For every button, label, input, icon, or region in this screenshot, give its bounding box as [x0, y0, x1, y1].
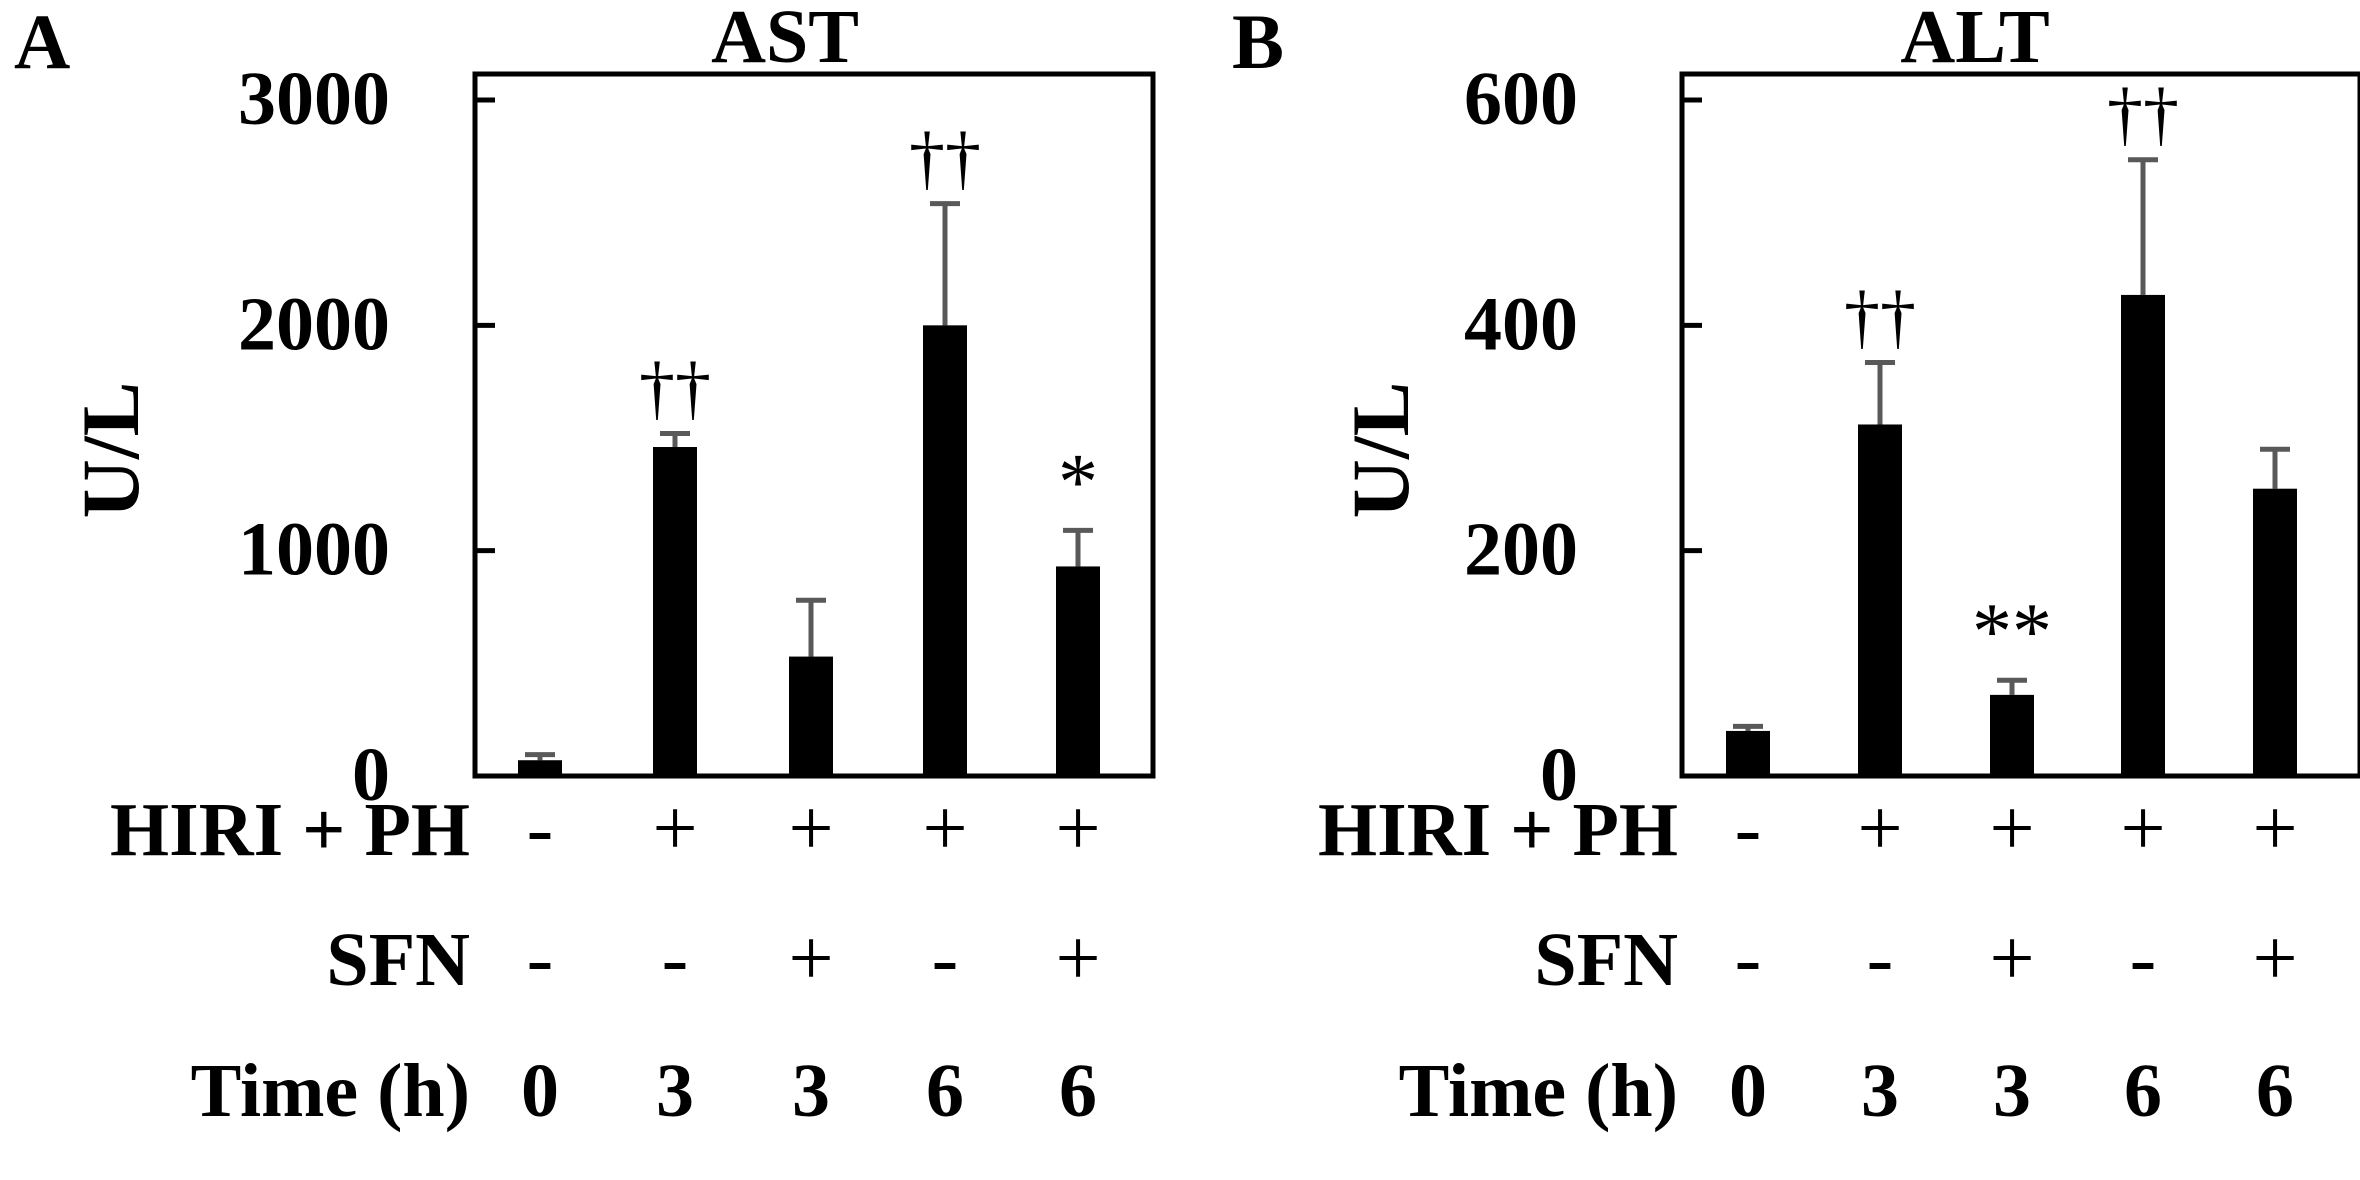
sfn-marker: +	[1055, 915, 1100, 1003]
sfn-marker: -	[1735, 915, 1762, 1003]
significance-marker: *	[1058, 438, 1098, 526]
significance-marker: ††	[639, 347, 711, 427]
row-label-time: Time (h)	[1399, 1049, 1678, 1133]
panel-letter: A	[14, 0, 70, 85]
sfn-marker: -	[932, 915, 959, 1003]
sfn-marker: -	[662, 915, 689, 1003]
chart-title: AST	[711, 0, 859, 79]
bar	[518, 760, 562, 776]
y-tick-label: 400	[1464, 282, 1578, 366]
hiri-marker: +	[1857, 785, 1902, 873]
hiri-marker: +	[652, 785, 697, 873]
bar	[1858, 424, 1902, 776]
y-axis-label: U/L	[1335, 382, 1426, 519]
row-label-sfn: SFN	[1534, 918, 1678, 1002]
bar	[653, 447, 697, 776]
row-label-sfn: SFN	[326, 918, 470, 1002]
significance-marker: ††	[2107, 74, 2179, 154]
panel-letter: B	[1232, 0, 1284, 85]
sfn-marker: -	[1867, 915, 1894, 1003]
hiri-marker: +	[1989, 785, 2034, 873]
time-marker: 3	[1861, 1049, 1899, 1133]
significance-marker: **	[1972, 588, 2052, 676]
bar	[1726, 730, 1770, 776]
hiri-marker: +	[922, 785, 967, 873]
sfn-marker: -	[2130, 915, 2157, 1003]
sfn-marker: +	[788, 915, 833, 1003]
y-tick-label: 2000	[238, 282, 390, 366]
hiri-marker: +	[788, 785, 833, 873]
y-axis-label: U/L	[65, 382, 156, 519]
hiri-marker: +	[2120, 785, 2165, 873]
significance-marker: ††	[909, 118, 981, 198]
time-marker: 6	[926, 1049, 964, 1133]
time-marker: 0	[1729, 1049, 1767, 1133]
y-tick-label: 600	[1464, 57, 1578, 141]
bar	[1990, 694, 2034, 776]
time-marker: 3	[1993, 1049, 2031, 1133]
y-tick-label: 0	[1540, 733, 1578, 817]
time-marker: 3	[792, 1049, 830, 1133]
significance-marker: ††	[1844, 277, 1916, 357]
y-tick-label: 3000	[238, 57, 390, 141]
bar	[789, 656, 833, 776]
chart-title: ALT	[1900, 0, 2049, 79]
time-marker: 6	[1059, 1049, 1097, 1133]
y-tick-label: 0	[352, 733, 390, 817]
row-label-hiri: HIRI + PH	[1318, 788, 1678, 872]
hiri-marker: +	[1055, 785, 1100, 873]
row-label-time: Time (h)	[191, 1049, 470, 1133]
time-marker: 6	[2256, 1049, 2294, 1133]
bar	[2121, 294, 2165, 776]
bar	[2253, 488, 2297, 776]
y-tick-label: 200	[1464, 508, 1578, 592]
hiri-marker: +	[2252, 785, 2297, 873]
bar	[1056, 566, 1100, 776]
time-marker: 6	[2124, 1049, 2162, 1133]
row-label-hiri: HIRI + PH	[110, 788, 470, 872]
bar	[923, 325, 967, 776]
sfn-marker: -	[527, 915, 554, 1003]
time-marker: 0	[521, 1049, 559, 1133]
sfn-marker: +	[1989, 915, 2034, 1003]
hiri-marker: -	[527, 785, 554, 873]
sfn-marker: +	[2252, 915, 2297, 1003]
hiri-marker: -	[1735, 785, 1762, 873]
time-marker: 3	[656, 1049, 694, 1133]
y-tick-label: 1000	[238, 508, 390, 592]
